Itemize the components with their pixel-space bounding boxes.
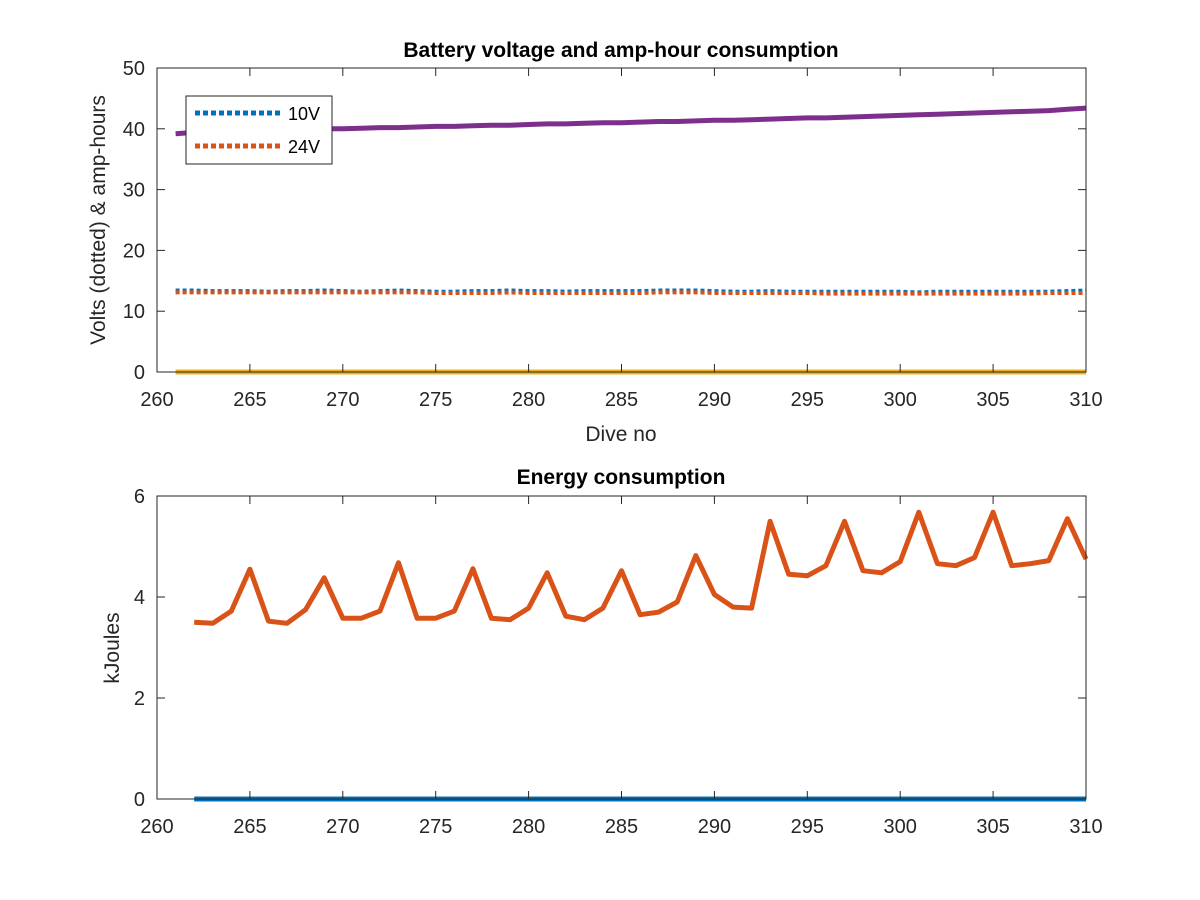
battery-x-tick-label: 310 bbox=[1069, 389, 1102, 411]
energy-y-tick-label: 0 bbox=[134, 789, 145, 811]
battery-x-tick-label: 300 bbox=[884, 389, 917, 411]
battery-x-tick-label: 290 bbox=[698, 389, 731, 411]
battery-x-tick-label: 295 bbox=[791, 389, 824, 411]
energy-y-axis-label: kJoules bbox=[101, 612, 124, 683]
battery-y-tick-label: 0 bbox=[134, 362, 145, 384]
energy-x-tick-label: 290 bbox=[698, 816, 731, 838]
energy-x-tick-label: 265 bbox=[233, 816, 266, 838]
battery-x-tick-label: 265 bbox=[233, 389, 266, 411]
energy-x-tick-label: 285 bbox=[605, 816, 638, 838]
legend-label-24v: 24V bbox=[288, 137, 320, 157]
energy-x-tick-label: 305 bbox=[976, 816, 1009, 838]
energy-x-tick-label: 310 bbox=[1069, 816, 1102, 838]
battery-axes: 260 265 270 275 280 285 290 295 300 305 310 0 10 20 30… bbox=[123, 58, 1103, 411]
battery-y-tick-label: 50 bbox=[123, 58, 145, 80]
energy-x-tick-label: 295 bbox=[791, 816, 824, 838]
battery-chart-title: Battery voltage and amp-hour consumption bbox=[403, 39, 838, 62]
energy-y-tick-label: 6 bbox=[134, 486, 145, 508]
legend-label-10v: 10V bbox=[288, 104, 320, 124]
battery-y-tick-label: 30 bbox=[123, 180, 145, 202]
battery-chart: 260 265 270 275 280 285 290 295 300 305 310 0 10 20 30… bbox=[87, 39, 1103, 446]
energy-x-tick-label: 260 bbox=[140, 816, 173, 838]
battery-y-tick-label: 20 bbox=[123, 240, 145, 262]
battery-x-axis-label: Dive no bbox=[585, 423, 656, 446]
energy-y-tick-label: 2 bbox=[134, 688, 145, 710]
energy-x-tick-label: 280 bbox=[512, 816, 545, 838]
energy-chart: 260 265 270 275 280 285 290 295 300 305 310 0 2 4 6 En… bbox=[101, 466, 1103, 838]
battery-x-tick-label: 275 bbox=[419, 389, 452, 411]
battery-legend: 10V 24V bbox=[185, 95, 333, 165]
battery-x-tick-label: 280 bbox=[512, 389, 545, 411]
battery-x-tick-label: 305 bbox=[976, 389, 1009, 411]
battery-y-tick-label: 40 bbox=[123, 119, 145, 141]
battery-y-axis-label: Volts (dotted) & amp-hours bbox=[87, 95, 110, 345]
energy-y-tick-label: 4 bbox=[134, 587, 145, 609]
battery-x-tick-label: 285 bbox=[605, 389, 638, 411]
battery-x-tick-label: 260 bbox=[140, 389, 173, 411]
battery-y-tick-label: 10 bbox=[123, 301, 145, 323]
energy-x-tick-label: 270 bbox=[326, 816, 359, 838]
energy-x-tick-label: 275 bbox=[419, 816, 452, 838]
energy-series-line-0 bbox=[194, 509, 1089, 626]
energy-axes: 260 265 270 275 280 285 290 295 300 305 310 0 2 4 6 bbox=[134, 486, 1103, 838]
battery-x-tick-label: 270 bbox=[326, 389, 359, 411]
energy-chart-title: Energy consumption bbox=[517, 466, 726, 489]
battery-series-line-1 bbox=[175, 290, 1086, 296]
legend-box bbox=[185, 95, 333, 165]
energy-x-tick-label: 300 bbox=[884, 816, 917, 838]
